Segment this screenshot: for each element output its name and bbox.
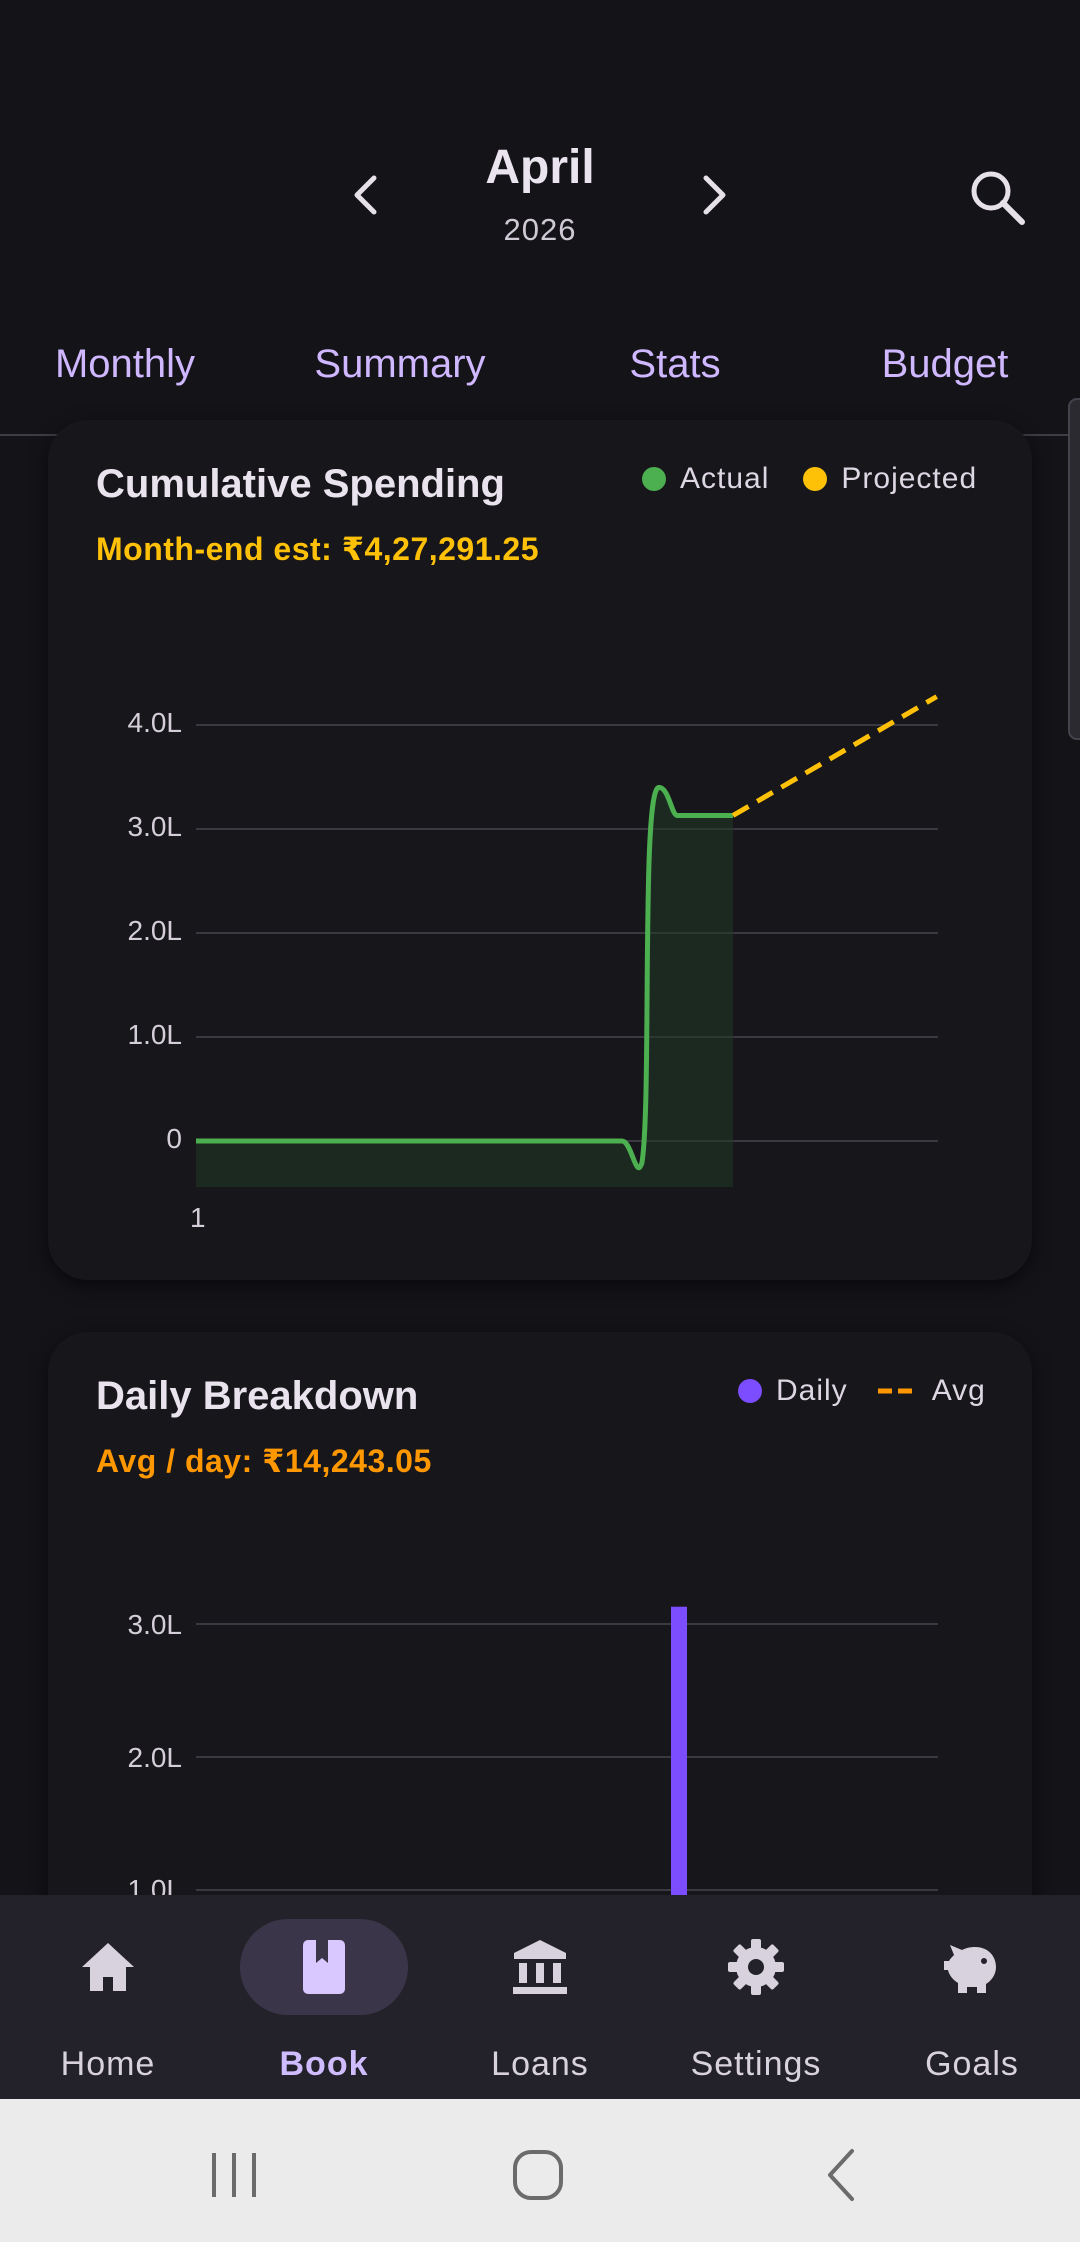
actual-series-line (196, 784, 733, 1170)
projected-legend-dot (803, 467, 828, 491)
cumulative-spending-title: Cumulative Spending (96, 462, 505, 506)
y-tick-label: 2.0L (127, 1742, 183, 1773)
gear-icon (728, 1939, 784, 1995)
actual-legend-label: Actual (680, 462, 770, 495)
tab-monthly[interactable]: Monthly (54, 342, 196, 386)
nav-label-goals: Goals (925, 2045, 1019, 2083)
tab-stats[interactable]: Stats (629, 342, 721, 386)
y-tick-label: 1.0L (127, 1019, 183, 1050)
cumulative-spending-card (48, 420, 1032, 1280)
piggy-bank-icon (944, 1945, 996, 1993)
year-label: 2026 (503, 212, 577, 247)
back-icon[interactable] (812, 2145, 872, 2205)
home-icon (82, 1943, 134, 1991)
x-tick-label: 1 (190, 1202, 206, 1233)
nav-label-book: Book (279, 2045, 369, 2083)
avg-legend-label: Avg (931, 1374, 986, 1407)
y-tick-label: 4.0L (127, 707, 183, 738)
daily-breakdown-title: Daily Breakdown (96, 1374, 419, 1418)
y-tick-label: 0 (166, 1123, 182, 1154)
cumulative-legend: Actual Projected (642, 462, 977, 496)
nav-item-goals[interactable]: Goals (864, 1895, 1080, 2099)
book-icon (303, 1940, 345, 1994)
tab-budget[interactable]: Budget (881, 342, 1009, 386)
projected-series-line (731, 694, 938, 818)
daily-bar (671, 1606, 687, 1895)
nav-label-settings: Settings (690, 2045, 822, 2083)
chevron-right-icon (703, 175, 726, 215)
nav-item-loans[interactable]: Loans (432, 1895, 648, 2099)
system-navigation-bar (0, 2099, 1080, 2242)
daily-breakdown-card (48, 1332, 1032, 1952)
daily-legend: Daily Avg (738, 1374, 986, 1408)
tab-summary[interactable]: Summary (314, 342, 486, 386)
actual-legend-dot (642, 467, 666, 491)
avg-legend-dash-icon (877, 1388, 918, 1394)
nav-label-home: Home (60, 2045, 156, 2083)
bank-icon (513, 1940, 567, 1994)
daily-breakdown-chart (196, 1606, 938, 1895)
y-tick-label: 3.0L (127, 1609, 183, 1640)
y-tick-label: 2.0L (127, 915, 183, 946)
actual-area-fill (196, 787, 733, 1187)
nav-item-book[interactable]: Book (216, 1895, 432, 2099)
scrollbar-thumb[interactable] (1068, 398, 1080, 740)
avg-per-day-label: Avg / day: ₹14,243.05 (96, 1443, 432, 1479)
daily-legend-label: Daily (776, 1374, 848, 1407)
nav-item-settings[interactable]: Settings (648, 1895, 864, 2099)
search-icon (971, 171, 1025, 225)
y-tick-label: 3.0L (127, 811, 183, 842)
previous-month-button[interactable] (332, 160, 402, 230)
chevron-left-icon (354, 175, 377, 215)
recent-apps-icon[interactable] (204, 2145, 264, 2205)
bottom-navigation-bar: Home Book Loans Sett (0, 1895, 1080, 2099)
next-month-button[interactable] (678, 160, 748, 230)
nav-item-home[interactable]: Home (0, 1895, 216, 2099)
search-button[interactable] (960, 160, 1034, 234)
daily-legend-dot (738, 1379, 762, 1403)
month-title: April (485, 141, 595, 194)
home-button-icon[interactable] (508, 2145, 568, 2205)
projected-legend-label: Projected (841, 462, 978, 495)
month-end-estimate: Month-end est: ₹4,27,291.25 (96, 531, 539, 567)
nav-label-loans: Loans (491, 2045, 589, 2083)
cumulative-spending-chart (196, 694, 938, 1187)
